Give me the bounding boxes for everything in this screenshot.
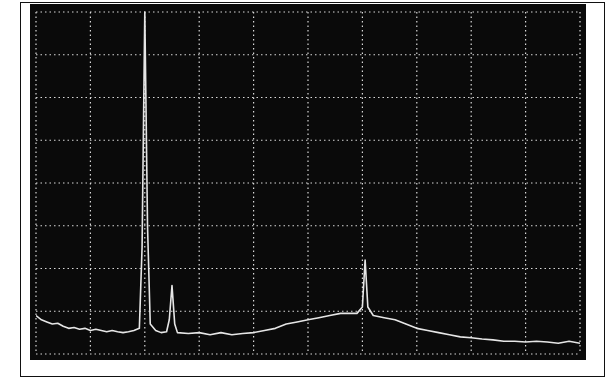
grid-line-x (525, 12, 526, 354)
grid-line-y (36, 11, 580, 12)
grid-line-x (307, 12, 308, 354)
chart (0, 0, 609, 381)
grid-line-y (36, 225, 580, 226)
grid-line-y (36, 353, 580, 354)
grid-line-y (36, 311, 580, 312)
grid-line-y (36, 268, 580, 269)
grid (36, 12, 580, 354)
grid-line-y (36, 182, 580, 183)
trace (36, 12, 580, 343)
screen (30, 4, 586, 360)
grid-line-y (36, 140, 580, 141)
grid-line-x (416, 12, 417, 354)
grid-line-x (471, 12, 472, 354)
grid-line-y (36, 54, 580, 55)
grid-line-y (36, 97, 580, 98)
trace-group (36, 12, 580, 343)
frame (21, 3, 605, 377)
